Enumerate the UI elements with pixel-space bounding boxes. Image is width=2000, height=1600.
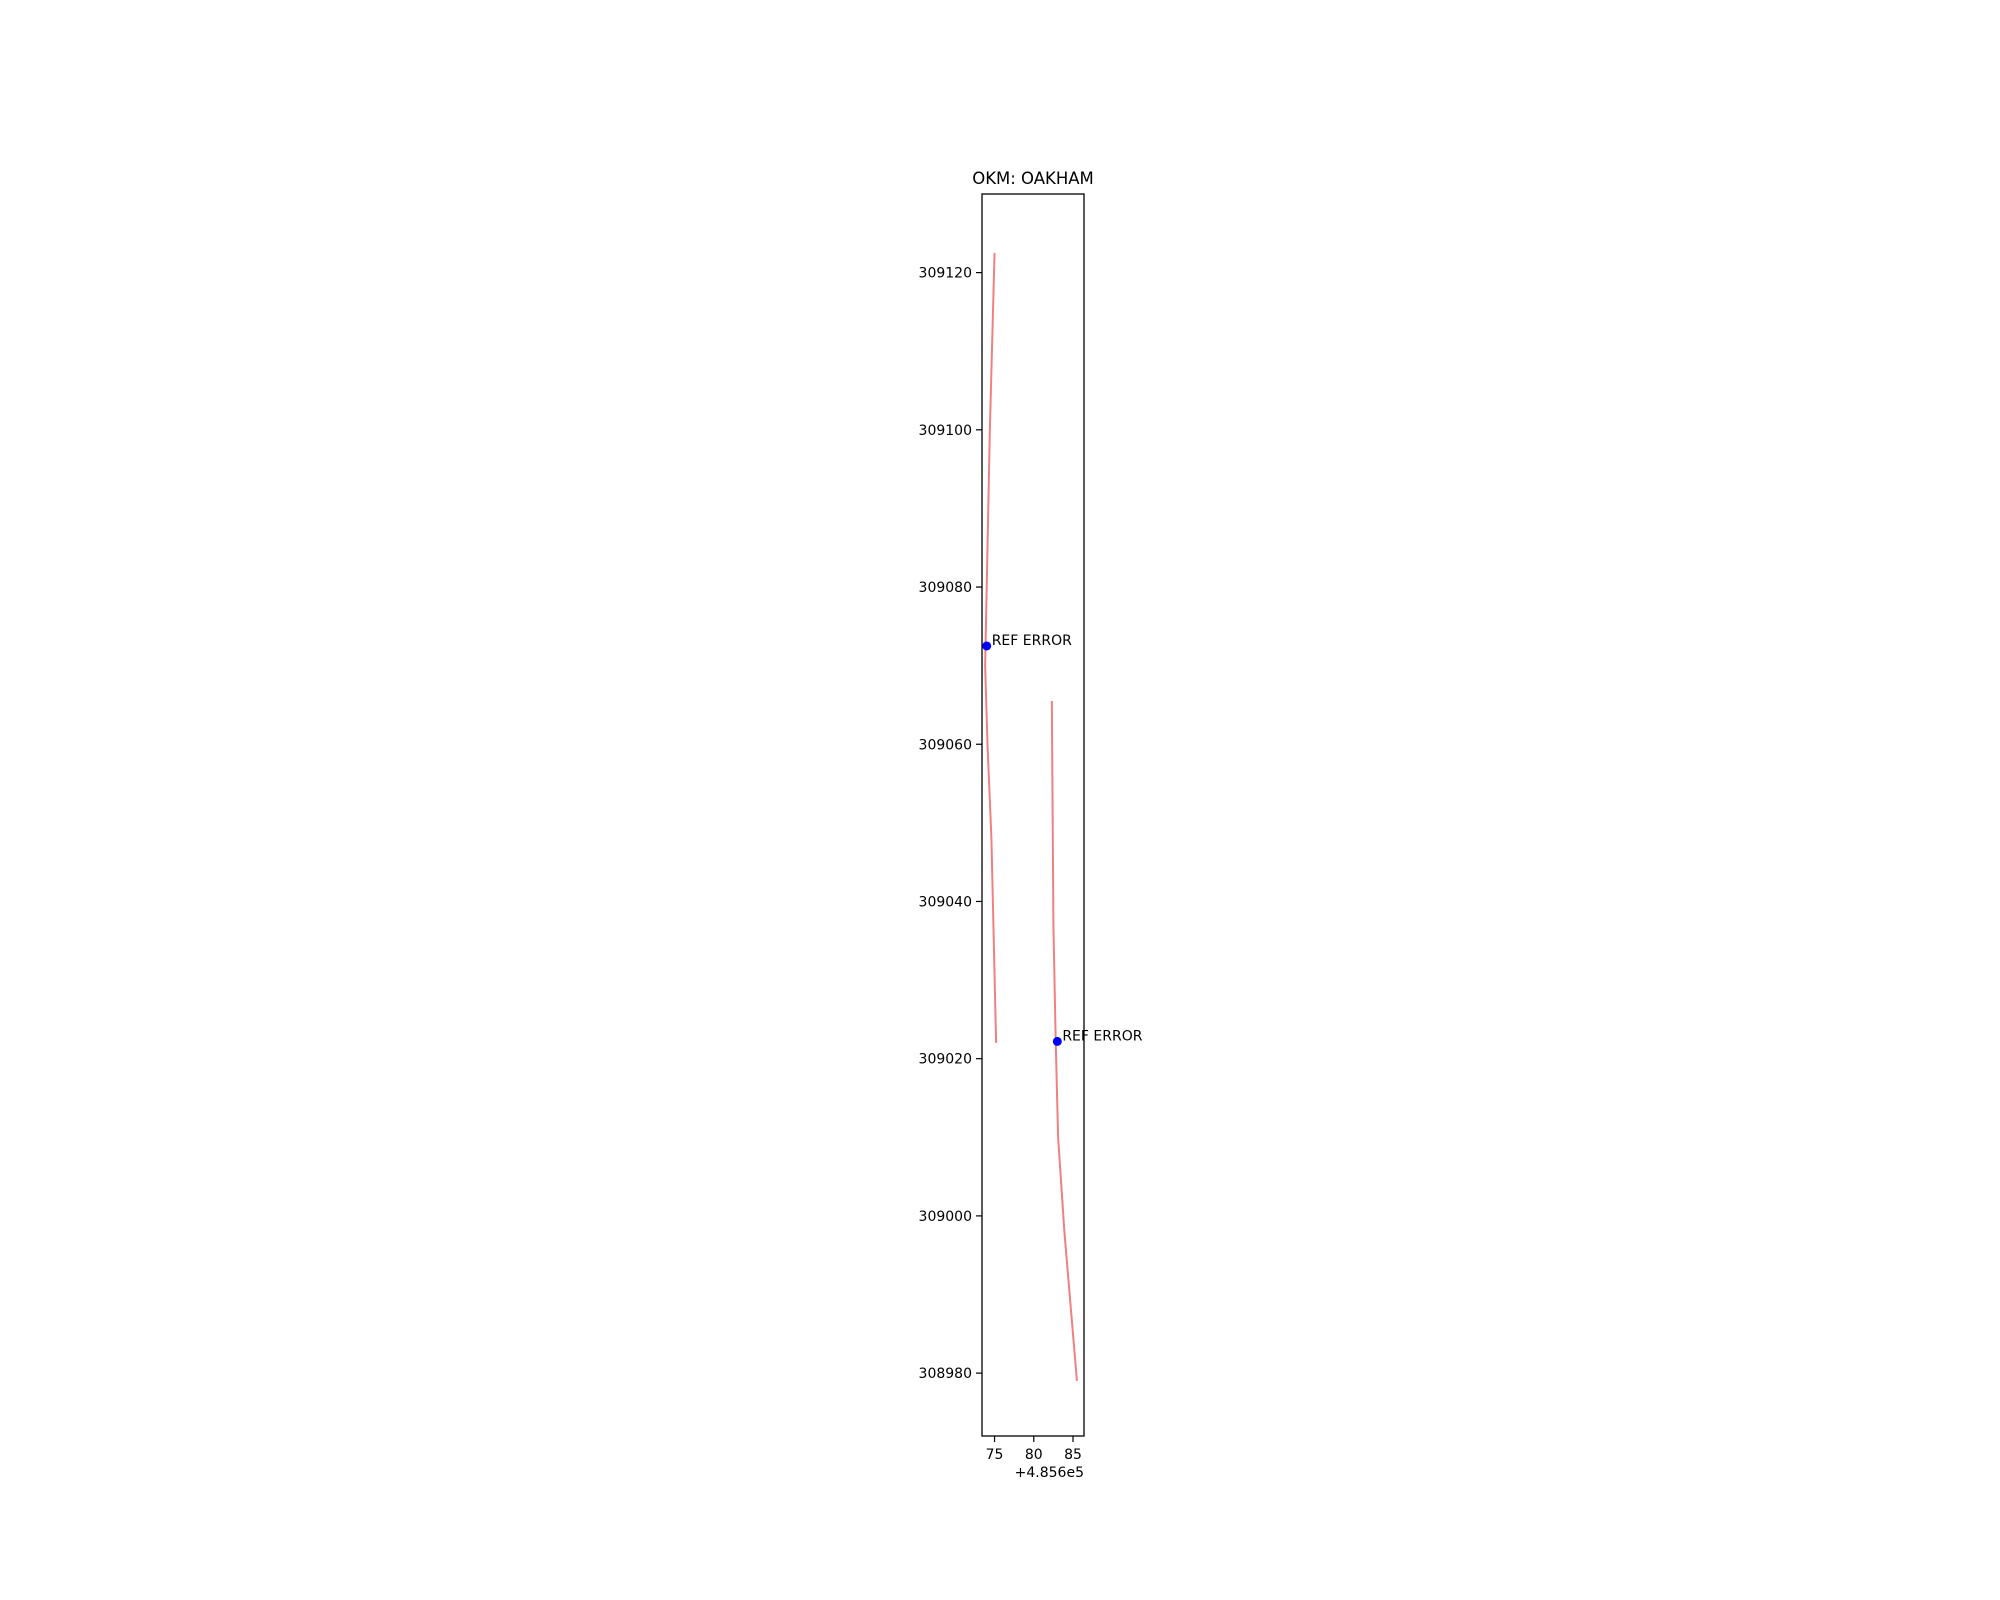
y-tick-label-309120: 309120	[919, 266, 972, 282]
y-tick-label-309060: 309060	[919, 737, 972, 753]
series-line-1	[984, 252, 998, 1043]
y-tick-label-309000: 309000	[919, 1209, 972, 1225]
series-line-2	[1050, 701, 1078, 1382]
y-tick-label-309100: 309100	[919, 423, 972, 439]
x-axis: 75 80 85	[986, 1436, 1082, 1463]
y-tick-label-309020: 309020	[919, 1052, 972, 1068]
y-tick-label-309040: 309040	[919, 894, 972, 910]
data-point-1	[982, 641, 992, 651]
point-annotation-2: REF ERROR	[1062, 1028, 1142, 1044]
x-tick-label-75: 75	[986, 1447, 1004, 1463]
x-axis-offset-label: +4.856e5	[1015, 1465, 1084, 1481]
axes-frame	[981, 193, 1085, 1437]
point-annotation-1: REF ERROR	[992, 633, 1072, 649]
x-tick-label-85: 85	[1064, 1447, 1082, 1463]
y-tick-label-309080: 309080	[919, 580, 972, 596]
plot-area: REF ERROR REF ERROR	[982, 252, 1143, 1382]
y-axis: 308980 309000 309020 309040 309060 309080 3091…	[919, 266, 982, 1382]
chart-title: OKM: OAKHAM	[972, 169, 1094, 188]
x-tick-label-80: 80	[1025, 1447, 1043, 1463]
data-point-2	[1052, 1036, 1062, 1046]
y-tick-label-308980: 308980	[919, 1366, 972, 1382]
